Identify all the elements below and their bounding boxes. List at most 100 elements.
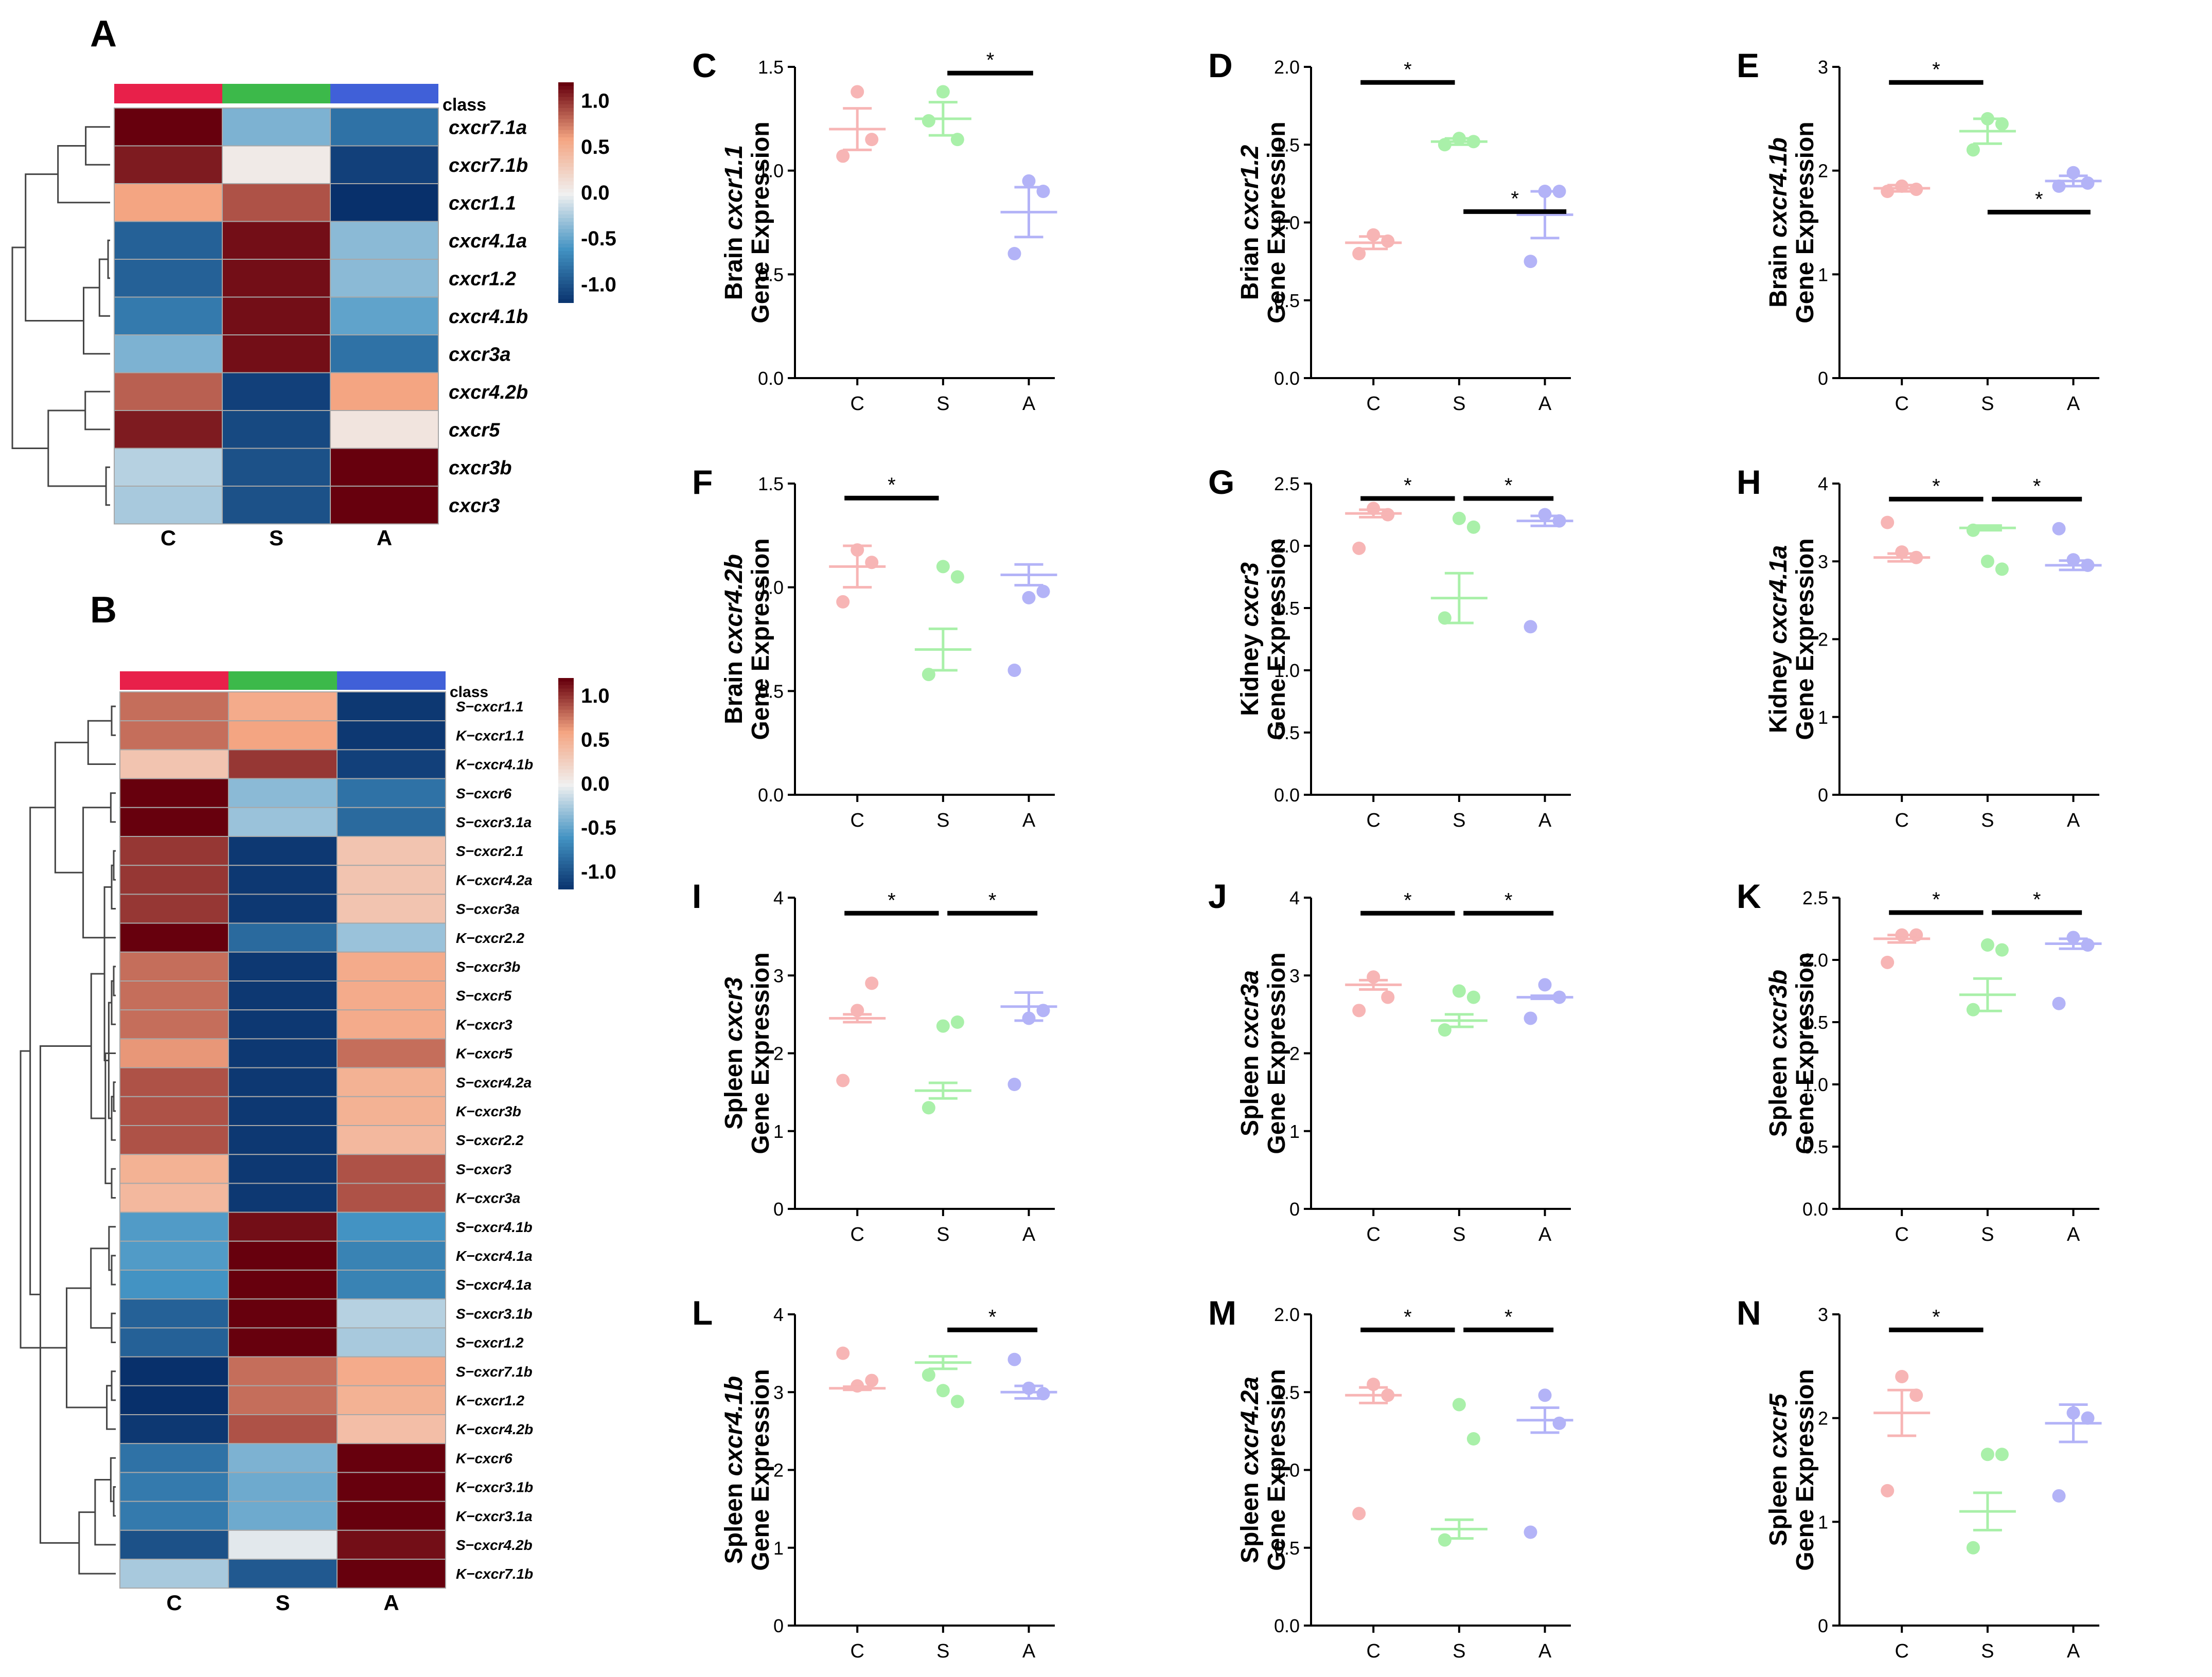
row-label: cxcr3a: [449, 344, 510, 365]
y-tick-label: 0.5: [1274, 1538, 1300, 1559]
dendrogram-branch: [84, 390, 110, 431]
data-point-A: [1007, 1078, 1021, 1091]
x-tick-label: A: [2067, 810, 2080, 831]
y-axis-label-tissue: Kidney: [1236, 627, 1264, 716]
heatmap-cell: [222, 486, 331, 525]
heatmap-cell: [119, 1038, 229, 1068]
y-tick-label: 1.0: [1802, 1074, 1828, 1095]
y-axis-label-gene: cxcr4.1a: [1765, 545, 1792, 644]
legend-gradient-step: [558, 243, 574, 248]
legend-gradient-step: [558, 255, 574, 259]
x-tick-label: S: [936, 1640, 949, 1662]
y-axis-label-line2: Gene Expression: [1263, 121, 1290, 323]
y-axis-label-gene: cxcr3: [720, 977, 748, 1042]
legend-gradient-step: [558, 871, 574, 876]
legend-gradient-step: [558, 783, 574, 788]
heatmap-cell: [330, 296, 439, 335]
x-tick-label: C: [1895, 810, 1908, 831]
data-point-A: [1538, 978, 1552, 992]
data-point-C: [865, 1373, 879, 1387]
heatmap-cell: [337, 1240, 446, 1271]
heatmap-cell: [114, 108, 223, 147]
y-axis-label-gene: cxcr4.2a: [1236, 1377, 1264, 1475]
heatmap-cell: [337, 894, 446, 924]
panel-M: M 0.0 0.5 1.0 1.5 2.0 C S A Spleen cxcr4.2aGene E…: [1208, 1294, 1573, 1662]
data-point-S: [1966, 143, 1980, 157]
legend-gradient-step: [558, 210, 574, 215]
heatmap-cell: [114, 259, 223, 298]
legend-gradient-step: [558, 702, 574, 707]
data-point-A: [1538, 1388, 1552, 1402]
heatmap-cell: [119, 691, 229, 722]
y-axis-label-line1: Spleen cxcr4.2a: [1236, 1377, 1264, 1563]
panel-G: G 0.0 0.5 1.0 1.5 2.0 2.5 C S A Kidney cxcr3Gene E…: [1208, 463, 1573, 831]
y-axis-label-tissue: Brain: [720, 230, 748, 300]
data-point-S: [922, 1368, 935, 1382]
data-point-A: [2052, 996, 2066, 1010]
row-label: K−cxcr3b: [456, 1103, 521, 1119]
x-tick-label: C: [1895, 1224, 1908, 1245]
significance-star: *: [2035, 188, 2043, 210]
legend-gradient-step: [558, 229, 574, 234]
significance-star: *: [1404, 889, 1412, 912]
heatmap-cell: [330, 183, 439, 222]
data-point-S: [950, 1395, 964, 1408]
heatmap-cell: [228, 865, 338, 895]
legend-gradient-step: [558, 727, 574, 732]
panel-label: A: [90, 13, 117, 55]
legend-gradient-step: [558, 681, 574, 686]
legend-gradient-step: [558, 794, 574, 798]
y-axis-label-line2: Gene Expression: [1263, 538, 1290, 740]
class-label: class: [443, 95, 486, 115]
panel-label: B: [90, 590, 117, 631]
legend-gradient-step: [558, 152, 574, 156]
heatmap-cell: [119, 1096, 229, 1127]
heatmap-cell: [337, 1270, 446, 1300]
dendrogram-branch: [82, 807, 116, 939]
data-point-A: [2081, 1411, 2095, 1425]
heatmap-cell: [337, 980, 446, 1011]
data-point-S: [1452, 984, 1466, 998]
data-point-A: [1007, 664, 1021, 677]
dendrogram-branch: [111, 1168, 116, 1199]
class-bar-S: [228, 671, 337, 690]
legend-tick: 1.0: [581, 90, 610, 113]
dendrogram-branch: [105, 466, 110, 506]
heatmap-cell: [119, 1183, 229, 1213]
significance-star: *: [1511, 187, 1519, 210]
heatmap-cell: [337, 749, 446, 779]
y-tick-label: 2.5: [1802, 887, 1828, 908]
data-point-C: [1352, 1004, 1366, 1018]
y-tick-label: 0: [1818, 784, 1828, 806]
legend-gradient-step: [558, 776, 574, 781]
panel-N: N 0 1 2 3 C S A Spleen cxcr5Gene Expression *: [1737, 1294, 2102, 1662]
class-label: class: [450, 684, 488, 701]
legend-gradient-step: [558, 112, 574, 116]
heatmap-cell: [337, 807, 446, 837]
y-axis-label-gene: cxcr4.2b: [720, 554, 748, 654]
y-tick-label: 0: [1818, 368, 1828, 389]
y-axis-label-line1: Kidney cxcr3: [1236, 562, 1264, 716]
heatmap-cell: [119, 865, 229, 895]
heatmap-cell: [228, 1183, 338, 1213]
legend-gradient-step: [558, 850, 574, 854]
y-tick-label: 2: [1818, 160, 1828, 182]
data-point-S: [936, 1384, 950, 1398]
panel-label: G: [1208, 463, 1234, 501]
data-point-A: [1552, 1416, 1566, 1430]
dendrogram-branch: [65, 1287, 107, 1408]
y-tick-label: 0.0: [758, 784, 784, 806]
legend-gradient-step: [558, 196, 574, 201]
legend-gradient-step: [558, 155, 574, 160]
data-point-C: [836, 149, 850, 163]
legend-gradient-step: [558, 808, 574, 812]
y-axis-label-tissue: Spleen: [1765, 1049, 1792, 1137]
legend-gradient-step: [558, 822, 574, 826]
data-point-C: [1895, 1370, 1909, 1383]
y-axis-label-gene: cxcr4.1b: [1765, 137, 1792, 238]
x-tick-label: S: [1981, 1640, 1994, 1662]
heatmap-cell: [330, 259, 439, 298]
y-tick-label: 0.0: [1274, 1615, 1300, 1636]
